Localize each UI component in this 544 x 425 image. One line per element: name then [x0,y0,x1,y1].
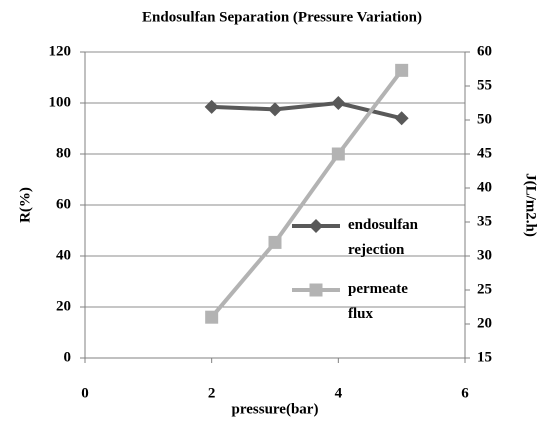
legend-marker [309,219,323,233]
y2-axis-label: J(L/m2.h) [523,173,539,237]
y2-tick-label: 40 [477,179,492,195]
marker [331,96,346,110]
y-tick-label: 40 [56,247,71,263]
marker [204,99,219,114]
marker [268,235,282,249]
x-tick-label: 0 [81,385,89,401]
legend-label: permeate flux [348,281,408,322]
marker [331,147,345,161]
x-tick-label: 6 [461,385,469,401]
legend-label: endosulfan rejection [348,217,419,258]
y-tick-label: 60 [56,196,71,212]
y2-tick-label: 35 [477,213,492,229]
y-tick-label: 100 [49,94,72,110]
x-tick-label: 2 [208,385,216,401]
chart-title: Endosulfan Separation (Pressure Variatio… [142,9,422,25]
y2-tick-label: 50 [477,111,492,127]
marker [205,310,219,324]
x-tick-label: 4 [335,385,343,401]
marker [395,63,409,77]
y2-tick-label: 30 [477,247,492,263]
marker [394,111,409,126]
y-tick-label: 80 [56,145,71,161]
y2-tick-label: 60 [477,43,492,59]
y-axis-label: R(%) [17,187,33,223]
marker [268,102,282,117]
y2-tick-label: 45 [477,145,492,161]
y2-tick-label: 20 [477,315,492,331]
y2-tick-label: 25 [477,281,492,297]
x-axis-label: pressure(bar) [232,401,319,417]
y-tick-label: 0 [64,349,72,365]
legend-marker [309,283,323,297]
y2-tick-label: 55 [477,77,492,93]
y2-tick-label: 15 [477,349,492,365]
y-tick-label: 20 [56,298,71,314]
y-tick-label: 120 [49,43,72,59]
series-line [210,69,404,319]
